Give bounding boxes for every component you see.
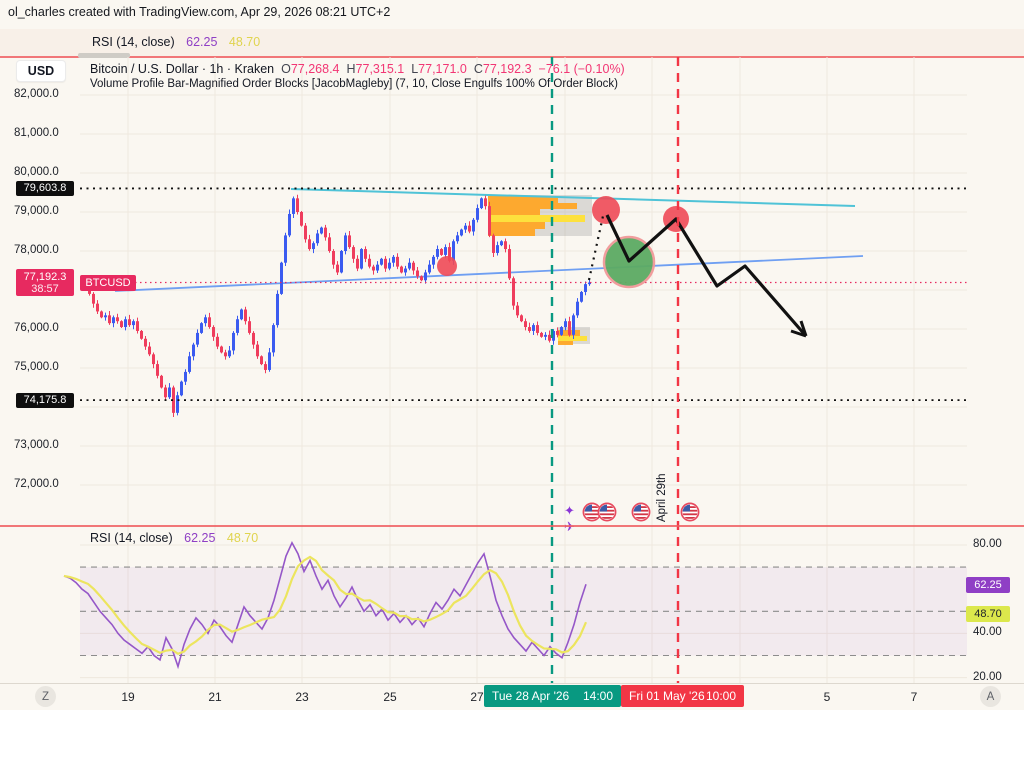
price-axis-label: 72,000.0: [14, 478, 59, 490]
time-axis-label: 7: [910, 690, 918, 704]
time-axis-label: 5: [823, 690, 831, 704]
low-value: 77,171.0: [418, 62, 467, 76]
timezone-chip[interactable]: Z: [35, 686, 56, 707]
footer: TradingView: [0, 710, 1024, 764]
rsi-purple-value: 62.25: [184, 531, 216, 545]
high-value: 77,315.1: [355, 62, 405, 76]
us-flag-event-icon[interactable]: [597, 502, 617, 522]
open-label: O: [281, 62, 291, 76]
symbol-legend[interactable]: Bitcoin / U.S. Dollar · 1h · Kraken O77,2…: [90, 62, 625, 76]
indicator-legend[interactable]: Volume Profile Bar-Magnified Order Block…: [90, 78, 618, 90]
rsi-yellow-value: 48.70: [228, 35, 261, 49]
currency-usd-button[interactable]: USD: [16, 60, 66, 82]
chart-canvas[interactable]: [0, 0, 1024, 710]
top-rsi-legend[interactable]: RSI (14, close) 62.25 48.70: [92, 35, 260, 49]
price-axis-label: 81,000.0: [14, 127, 59, 139]
rsi-yellow-value: 48.70: [226, 531, 259, 545]
rsi-purple-value: 62.25: [186, 35, 218, 49]
price-axis-label: 82,000.0: [14, 88, 59, 100]
current-price: 77,192.3: [23, 270, 67, 283]
symbol-title: Bitcoin / U.S. Dollar · 1h · Kraken: [90, 62, 275, 76]
symbol-price-chip: BTCUSD: [80, 274, 136, 291]
rsi-axis-label: 80.00: [973, 538, 1002, 550]
price-axis-label: 76,000.0: [14, 322, 59, 334]
us-flag-event-icon[interactable]: [582, 502, 602, 522]
change-value: −76.1 (−0.10%): [538, 62, 625, 76]
travel-event-icon[interactable]: ✦✈: [564, 503, 575, 534]
current-price-badge: 77,192.3 38:57: [16, 269, 74, 296]
us-flag-event-icon[interactable]: [631, 502, 651, 522]
rsi-yellow-badge: 48.70: [966, 606, 1010, 622]
rsi-axis-label: 20.00: [973, 670, 1002, 683]
top-rsi-strip: RSI (14, close) 62.25 48.70: [0, 29, 1024, 56]
time-axis-label: 27: [470, 690, 484, 704]
crosshair-time-badge: Tue 28 Apr '26 14:00: [484, 685, 621, 707]
close-label: C: [473, 62, 483, 76]
pane-separator-rsi[interactable]: [0, 525, 1024, 527]
price-axis-label: 75,000.0: [14, 361, 59, 373]
price-level-badge-upper: 79,603.8: [16, 180, 74, 196]
low-label: L: [411, 62, 419, 76]
time-axis-label: 25: [383, 690, 397, 704]
pane-resize-handle[interactable]: [78, 53, 130, 58]
rsi-legend-label: RSI (14, close): [90, 531, 173, 545]
rsi-axis-label: 40.00: [973, 626, 1002, 639]
rsi-pane-legend[interactable]: RSI (14, close) 62.25 48.70: [90, 531, 258, 545]
time-axis-label: 23: [295, 690, 309, 704]
price-axis-label: 79,000.0: [14, 205, 59, 217]
time-axis-label: 21: [208, 690, 222, 704]
us-flag-event-icon[interactable]: [680, 502, 700, 522]
rsi-legend-label: RSI (14, close): [92, 35, 175, 49]
pane-separator-top[interactable]: [0, 56, 1024, 58]
price-axis-label: 80,000.0: [14, 166, 59, 178]
price-level-badge-lower: 74,175.8: [16, 392, 74, 408]
time-axis-label: 19: [121, 690, 135, 704]
rsi-purple-badge: 62.25: [966, 577, 1010, 593]
price-axis-label: 78,000.0: [14, 244, 59, 256]
high-label: H: [346, 62, 356, 76]
bar-countdown: 38:57: [31, 282, 59, 295]
adjust-chip[interactable]: A: [980, 686, 1001, 707]
close-value: 77,192.3: [482, 62, 532, 76]
attribution-text: ol_charles created with TradingView.com,…: [8, 5, 391, 19]
event-date-label: April 29th: [656, 473, 668, 522]
open-value: 77,268.4: [290, 62, 340, 76]
price-axis-label: 73,000.0: [14, 439, 59, 451]
event-time-badge: Fri 01 May '26 10:00: [621, 685, 744, 707]
